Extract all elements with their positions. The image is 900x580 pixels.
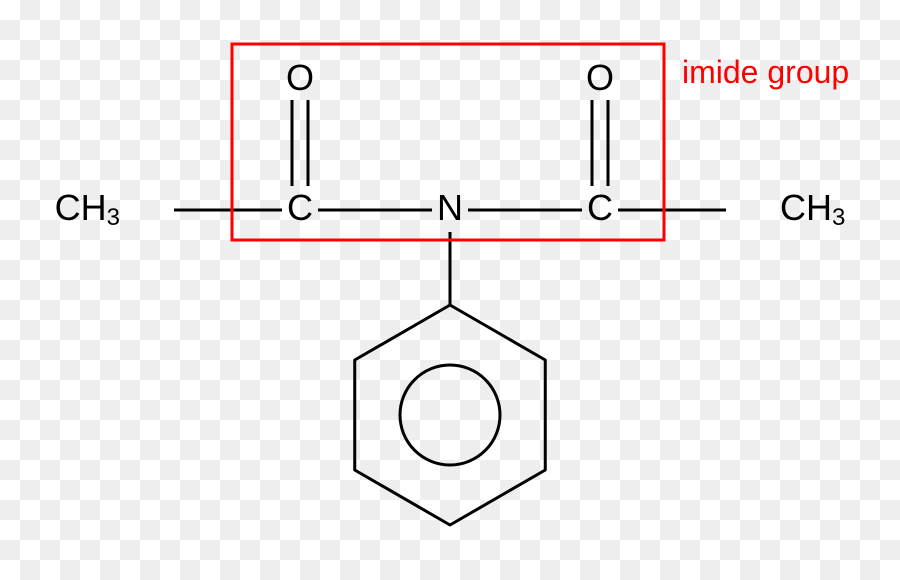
benzene-ring (355, 305, 546, 525)
atom-label-C_right: C (587, 187, 613, 228)
atom-label-O_left: O (286, 57, 314, 98)
benzene-aromatic-circle (400, 365, 500, 465)
atom-label-C_left: C (287, 187, 313, 228)
atom-label-O_right: O (586, 57, 614, 98)
imide-group-annotation: imide group (682, 54, 849, 90)
atom-label-CH3_right: CH3 (780, 187, 845, 232)
benzene-hexagon (355, 305, 546, 525)
chemical-structure-diagram: CH3 C O N C O CH3 imide group (0, 0, 900, 580)
atom-label-CH3_left: CH3 (55, 187, 120, 232)
atom-label-N: N (437, 187, 463, 228)
